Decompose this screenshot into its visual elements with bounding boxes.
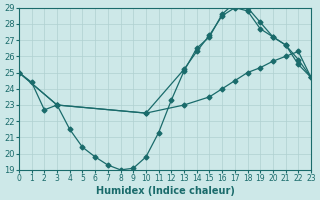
X-axis label: Humidex (Indice chaleur): Humidex (Indice chaleur) [96, 186, 235, 196]
